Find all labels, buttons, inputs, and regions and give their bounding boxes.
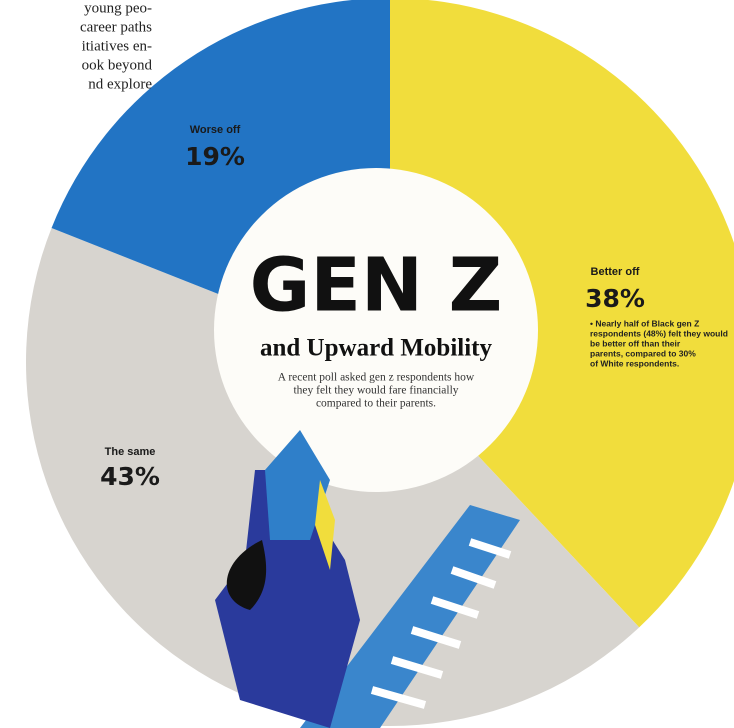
- note: respondents (48%) felt they would: [590, 328, 728, 338]
- note: of White respondents.: [590, 358, 679, 368]
- slice-label: Worse off: [190, 124, 241, 136]
- slice-label: Better off: [591, 266, 640, 278]
- body-text: itiatives en-: [82, 38, 152, 54]
- note: parents, compared to 30%: [590, 348, 696, 358]
- center-hole: [214, 168, 538, 492]
- slice-value: 38%: [585, 284, 645, 313]
- slice-value: 43%: [100, 462, 160, 491]
- title: GEN Z: [250, 243, 503, 329]
- description: compared to their parents.: [316, 398, 436, 410]
- pie-slice: [390, 0, 734, 628]
- illustration: [215, 430, 520, 728]
- description: A recent poll asked gen z respondents ho…: [278, 372, 475, 384]
- body-text: nd explore: [88, 76, 152, 92]
- body-text: career paths: [80, 19, 152, 35]
- slice-value: 19%: [185, 142, 245, 171]
- description: they felt they would fare financially: [293, 385, 458, 397]
- subtitle: and Upward Mobility: [260, 335, 492, 362]
- body-text: young peo-: [84, 0, 152, 16]
- note: be better off than their: [590, 338, 681, 348]
- slice-label: The same: [105, 446, 156, 458]
- body-text: ook beyond: [82, 57, 153, 73]
- note: • Nearly half of Black gen Z: [590, 318, 699, 328]
